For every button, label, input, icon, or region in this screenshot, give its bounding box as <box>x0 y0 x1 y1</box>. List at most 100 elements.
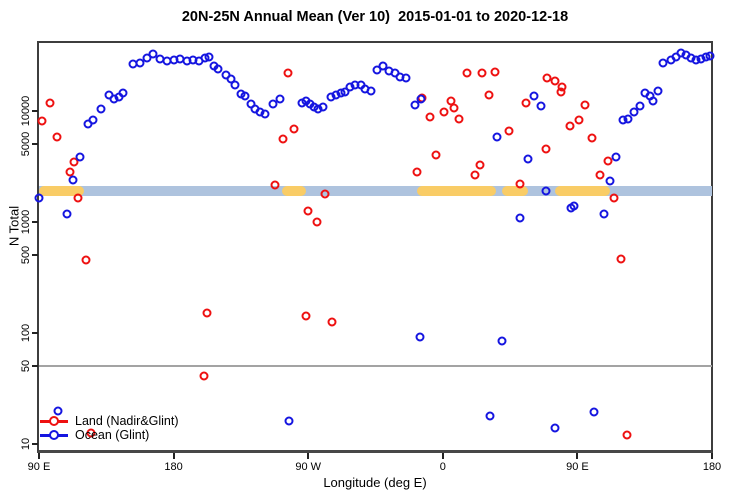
surface-band-land-segment <box>416 186 497 197</box>
data-point-land <box>603 156 613 166</box>
data-point-ocean <box>599 209 609 219</box>
x-axis-tick <box>441 453 444 459</box>
data-point-ocean <box>541 186 551 196</box>
data-point-ocean <box>648 96 658 106</box>
y-tick-label: 5000 <box>20 132 32 157</box>
data-point-ocean <box>230 80 240 90</box>
data-point-ocean <box>340 87 350 97</box>
x-axis-tick <box>38 453 40 459</box>
data-point-ocean <box>536 101 546 111</box>
data-point-ocean <box>118 88 128 98</box>
x-tick-label: 180 <box>702 461 722 473</box>
legend-circle-ocean <box>49 430 59 441</box>
data-point-ocean <box>53 406 63 416</box>
data-point-land <box>303 206 313 216</box>
data-point-land <box>521 98 530 108</box>
data-point-land <box>557 82 567 92</box>
data-point-land <box>45 98 55 108</box>
data-point-ocean <box>318 102 328 112</box>
data-point-ocean <box>415 332 425 342</box>
x-axis-tick <box>307 453 310 459</box>
y-axis-tick <box>32 443 38 445</box>
data-point-land <box>425 112 435 122</box>
data-point-ocean <box>401 73 411 83</box>
data-point-land <box>477 68 487 78</box>
surface-band-land-segment <box>502 186 529 197</box>
data-point-ocean <box>148 49 158 59</box>
data-point-land <box>289 124 299 134</box>
data-point-ocean <box>569 201 579 211</box>
data-point-land <box>484 90 494 100</box>
data-point-land <box>69 157 79 167</box>
data-point-land <box>86 428 96 438</box>
y-tick-label: 10000 <box>20 95 32 127</box>
data-point-land <box>278 134 288 144</box>
data-point-land <box>412 167 422 177</box>
y-axis-tick <box>32 143 38 146</box>
legend-circle-land <box>49 416 59 427</box>
data-point-land <box>301 311 311 321</box>
data-point-land <box>504 126 514 136</box>
legend-item-land: Land (Nadir&Glint) <box>40 414 179 428</box>
data-point-ocean <box>366 86 376 96</box>
data-point-land <box>320 189 330 199</box>
data-point-ocean <box>550 423 560 433</box>
x-axis-tick <box>172 453 175 459</box>
data-point-land <box>565 121 575 131</box>
data-point-ocean <box>629 107 639 117</box>
data-point-land <box>202 308 211 318</box>
data-point-ocean <box>485 411 495 421</box>
surface-band-land-segment <box>554 186 610 197</box>
data-point-land <box>454 114 464 124</box>
data-point-land <box>587 133 597 143</box>
y-tick-label: 1000 <box>20 209 32 235</box>
data-point-ocean <box>705 51 715 61</box>
surface-band-ocean <box>39 186 712 197</box>
reference-line-50 <box>39 365 712 368</box>
data-point-land <box>595 170 605 180</box>
data-point-land <box>439 107 449 117</box>
data-point-land <box>462 68 472 78</box>
data-point-ocean <box>589 407 599 417</box>
data-point-ocean <box>497 336 507 346</box>
x-axis-tick <box>576 453 579 459</box>
x-tick-label: 0 <box>439 461 446 473</box>
chart-title: 20N-25N Annual Mean (Ver 10) 2015-01-01 … <box>181 9 569 25</box>
data-point-land <box>81 255 91 265</box>
data-point-ocean <box>34 193 44 203</box>
data-point-ocean <box>410 100 420 110</box>
data-point-land <box>199 371 208 381</box>
data-point-land <box>449 103 459 113</box>
data-point-land <box>541 144 551 154</box>
surface-band-land-segment <box>282 186 306 197</box>
x-tick-label: 90 W <box>295 461 322 473</box>
data-point-ocean <box>529 91 539 101</box>
data-point-ocean <box>268 99 278 109</box>
x-tick-label: 90 E <box>27 461 51 473</box>
x-tick-label: 90 E <box>566 461 589 473</box>
legend: Land (Nadir&Glint) Ocean (Glint) <box>40 414 179 442</box>
data-point-ocean <box>62 209 72 219</box>
legend-item-ocean: Ocean (Glint) <box>40 428 179 442</box>
data-point-ocean <box>378 61 388 71</box>
ocean-series-marker-icon <box>40 428 68 442</box>
data-point-land <box>574 115 584 125</box>
data-point-ocean <box>515 213 525 223</box>
plot-area <box>37 41 713 453</box>
data-point-ocean <box>88 115 98 125</box>
data-point-ocean <box>416 94 426 104</box>
data-point-ocean <box>658 58 668 68</box>
data-point-ocean <box>68 175 78 185</box>
legend-label-ocean: Ocean (Glint) <box>75 428 150 442</box>
data-point-ocean <box>635 101 645 111</box>
y-axis-tick <box>32 221 38 223</box>
data-point-ocean <box>204 52 214 62</box>
data-point-ocean <box>284 416 294 426</box>
data-point-land <box>470 170 480 180</box>
x-tick-label: 180 <box>164 461 183 473</box>
y-axis-tick <box>32 365 38 368</box>
data-point-land <box>270 180 280 190</box>
data-point-land <box>490 67 500 77</box>
data-point-land <box>73 193 83 203</box>
data-point-land <box>283 68 293 78</box>
